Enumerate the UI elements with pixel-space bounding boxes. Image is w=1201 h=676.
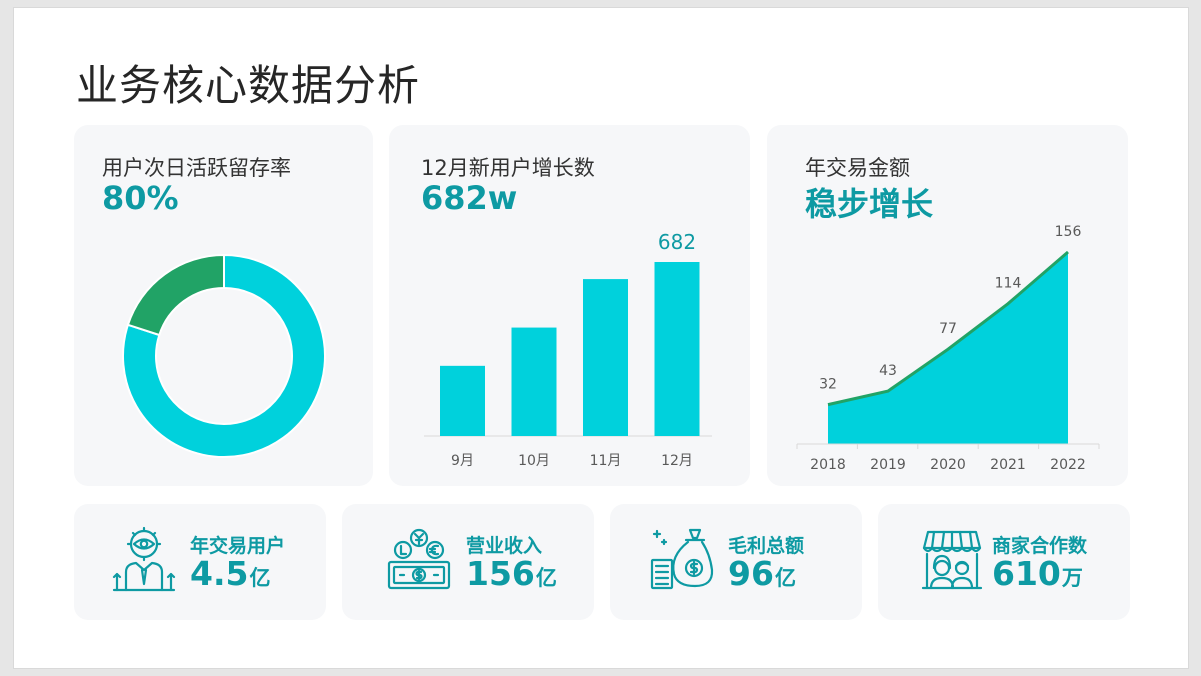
annual-tx-card: 年交易金额 稳步增长 32 2018 43 2019 77 2020 114 2021 156 2… — [767, 125, 1128, 486]
bar-data-label: 682 — [658, 230, 696, 254]
stat-label: 年交易用户 — [190, 535, 286, 557]
stat-card-revenue: 营业收入 156亿 — [342, 504, 594, 620]
new-users-card: 12月新用户增长数 682w 9月 10月 11月 12月 682 — [389, 125, 750, 486]
bar-tick-label: 10月 — [518, 453, 550, 469]
stat-unit: 亿 — [249, 566, 271, 590]
stat-value: 96亿 — [728, 554, 796, 593]
stat-number: 610 — [992, 554, 1061, 593]
bar-2 — [583, 279, 628, 436]
storefront-icon — [920, 528, 984, 596]
slide: 业务核心数据分析 用户次日活跃留存率 80% 12月新用户增长数 682w 9月… — [14, 8, 1188, 668]
stat-label: 毛利总额 — [728, 535, 805, 557]
area-fill — [828, 252, 1068, 444]
stat-number: 156 — [466, 554, 535, 593]
vision-person-icon — [112, 526, 176, 596]
donut-slice-0 — [122, 253, 326, 458]
area-tick-label: 2021 — [990, 457, 1026, 473]
donut-slice-1 — [126, 253, 225, 337]
page-title: 业务核心数据分析 — [76, 61, 421, 110]
retention-value: 80% — [102, 179, 179, 217]
area-tick-label: 2020 — [930, 457, 966, 473]
retention-donut-chart — [122, 253, 326, 458]
stat-value: 156亿 — [466, 554, 557, 593]
stat-unit: 亿 — [774, 566, 796, 590]
stat-label: 商家合作数 — [992, 535, 1088, 557]
new-users-label: 12月新用户增长数 — [421, 156, 595, 180]
area-data-label: 43 — [879, 363, 897, 379]
stat-value: 4.5亿 — [190, 554, 270, 593]
area-tick-label: 2019 — [870, 457, 906, 473]
area-line — [827, 250, 1069, 407]
annual-tx-label: 年交易金额 — [805, 156, 910, 180]
area-tick-label: 2022 — [1050, 457, 1086, 473]
stat-label: 营业收入 — [466, 535, 543, 557]
bar-0 — [440, 365, 485, 436]
bar-tick-label: 9月 — [451, 453, 474, 469]
bar-1 — [511, 327, 557, 436]
bar-3 — [654, 262, 700, 436]
stat-card-tx-users: 年交易用户 4.5亿 — [74, 504, 326, 620]
bar-tick-label: 12月 — [661, 453, 693, 469]
stat-card-merchants: 商家合作数 610万 — [878, 504, 1130, 620]
new-users-bar-chart: 9月 10月 11月 12月 682 — [424, 230, 712, 469]
money-bag-icon — [650, 526, 714, 596]
stat-card-gross-profit: 毛利总额 96亿 — [610, 504, 862, 620]
stat-value: 610万 — [992, 554, 1083, 593]
area-data-label: 156 — [1055, 224, 1082, 240]
bar-tick-label: 11月 — [590, 453, 622, 469]
retention-card: 用户次日活跃留存率 80% — [74, 125, 373, 486]
stat-number: 96 — [728, 554, 774, 593]
stat-unit: 万 — [1061, 566, 1083, 590]
stat-unit: 亿 — [535, 566, 557, 590]
stat-number: 4.5 — [190, 554, 249, 593]
retention-label: 用户次日活跃留存率 — [102, 156, 291, 180]
area-data-label: 32 — [819, 377, 837, 393]
money-coins-icon — [386, 528, 452, 596]
new-users-value: 682w — [421, 179, 518, 217]
area-data-label: 114 — [995, 276, 1022, 292]
annual-tx-area-chart: 32 2018 43 2019 77 2020 114 2021 156 2022 — [796, 224, 1100, 473]
annual-tx-value: 稳步增长 — [805, 185, 934, 223]
area-tick-label: 2018 — [810, 457, 846, 473]
area-data-label: 77 — [939, 321, 957, 337]
